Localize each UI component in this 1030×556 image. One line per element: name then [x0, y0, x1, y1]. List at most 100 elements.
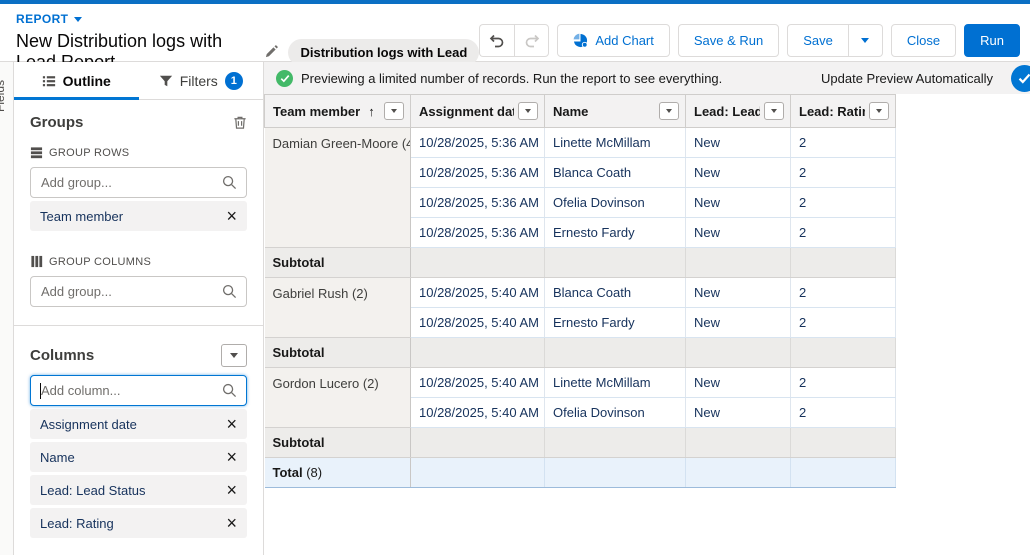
chevron-down-icon — [771, 109, 777, 113]
preview-table-wrap: Team member↑ Assignment date Name Lead: Lea… — [264, 94, 1030, 488]
tab-outline[interactable]: Outline — [14, 62, 139, 99]
subtotal-empty-cell — [686, 248, 791, 278]
columns-menu-button[interactable] — [221, 344, 247, 367]
remove-group-icon[interactable]: × — [226, 207, 237, 225]
data-cell[interactable]: New — [686, 398, 791, 428]
add-chart-button[interactable]: Add Chart — [557, 24, 670, 57]
data-cell[interactable]: 10/28/2025, 5:40 AM — [411, 308, 545, 338]
data-cell[interactable]: 2 — [791, 368, 896, 398]
chevron-down-icon — [74, 17, 82, 22]
row-group-chip[interactable]: Team member × — [30, 201, 247, 231]
data-cell[interactable]: 2 — [791, 188, 896, 218]
column-menu-button[interactable] — [518, 102, 538, 120]
data-cell[interactable]: Ofelia Dovinson — [545, 398, 686, 428]
data-cell[interactable]: New — [686, 128, 791, 158]
column-menu-button[interactable] — [384, 102, 404, 120]
column-header-label: Name — [553, 104, 588, 119]
column-menu-button[interactable] — [659, 102, 679, 120]
tab-filters[interactable]: Filters 1 — [139, 62, 264, 99]
remove-column-icon[interactable]: × — [226, 415, 237, 433]
column-header-label: Lead: Rating — [799, 104, 865, 119]
data-cell[interactable]: New — [686, 158, 791, 188]
close-button[interactable]: Close — [891, 24, 956, 57]
add-column-box — [30, 375, 247, 406]
redo-icon — [524, 33, 540, 49]
column-header[interactable]: Name — [545, 95, 686, 128]
remove-column-icon[interactable]: × — [226, 481, 237, 499]
data-cell[interactable]: 10/28/2025, 5:40 AM — [411, 368, 545, 398]
group-cell[interactable]: Gordon Lucero (2) — [265, 368, 411, 428]
undo-button[interactable] — [479, 24, 514, 57]
add-row-group-input[interactable] — [41, 175, 216, 190]
add-column-input[interactable] — [41, 383, 216, 398]
column-header[interactable]: Team member↑ — [265, 95, 411, 128]
report-header: REPORT New Distribution logs with Lead R… — [0, 4, 1030, 62]
column-chip[interactable]: Name × — [30, 442, 247, 472]
subtotal-empty-cell — [791, 248, 896, 278]
data-cell[interactable]: 10/28/2025, 5:36 AM — [411, 188, 545, 218]
text-caret — [40, 383, 41, 399]
search-icon — [222, 383, 237, 398]
run-button[interactable]: Run — [964, 24, 1020, 57]
data-cell[interactable]: New — [686, 368, 791, 398]
group-rows-label-row: GROUP ROWS — [30, 146, 247, 159]
data-cell[interactable]: 10/28/2025, 5:40 AM — [411, 278, 545, 308]
remove-all-groups-button[interactable] — [233, 115, 247, 130]
column-header-inner: Team member↑ — [273, 102, 404, 120]
data-cell[interactable]: New — [686, 188, 791, 218]
add-column-group-input[interactable] — [41, 284, 216, 299]
column-menu-button[interactable] — [764, 102, 784, 120]
add-column-group-box — [30, 276, 247, 307]
total-label: Total — [273, 465, 303, 480]
column-chip[interactable]: Lead: Lead Status × — [30, 475, 247, 505]
save-button[interactable]: Save — [787, 24, 849, 57]
header-row: Team member↑ Assignment date Name Lead: Lea… — [265, 95, 896, 128]
data-cell[interactable]: Blanca Coath — [545, 278, 686, 308]
group-cell[interactable]: Damian Green-Moore (4) — [265, 128, 411, 248]
object-switcher[interactable]: REPORT — [16, 12, 479, 26]
column-chip[interactable]: Lead: Rating × — [30, 508, 247, 538]
data-cell[interactable]: 2 — [791, 278, 896, 308]
total-row: Total (8) — [265, 458, 896, 488]
data-cell[interactable]: 10/28/2025, 5:36 AM — [411, 218, 545, 248]
column-menu-button[interactable] — [869, 102, 889, 120]
column-header-inner: Lead: Rating — [799, 102, 889, 120]
data-cell[interactable]: Ofelia Dovinson — [545, 188, 686, 218]
data-cell[interactable]: New — [686, 278, 791, 308]
column-header[interactable]: Lead: Rating — [791, 95, 896, 128]
edit-title-icon[interactable] — [264, 45, 278, 59]
column-chip[interactable]: Assignment date × — [30, 409, 247, 439]
data-cell[interactable]: 2 — [791, 128, 896, 158]
subtotal-row: Subtotal — [265, 338, 896, 368]
auto-update-checkbox[interactable] — [1011, 65, 1030, 92]
data-cell[interactable]: 2 — [791, 158, 896, 188]
save-menu-button[interactable] — [849, 24, 883, 57]
data-cell[interactable]: 2 — [791, 308, 896, 338]
data-cell[interactable]: New — [686, 308, 791, 338]
data-cell[interactable]: Blanca Coath — [545, 158, 686, 188]
data-cell[interactable]: Linette McMillam — [545, 128, 686, 158]
total-empty-cell — [411, 458, 545, 488]
data-cell[interactable]: Ernesto Fardy — [545, 308, 686, 338]
data-cell[interactable]: 10/28/2025, 5:40 AM — [411, 398, 545, 428]
preview-pane: Previewing a limited number of records. … — [264, 62, 1030, 555]
column-header[interactable]: Lead: Lead Status — [686, 95, 791, 128]
data-cell[interactable]: 2 — [791, 398, 896, 428]
fields-panel-collapsed[interactable]: Fields — [0, 62, 14, 555]
add-row-group-box — [30, 167, 247, 198]
column-header[interactable]: Assignment date — [411, 95, 545, 128]
redo-button[interactable] — [514, 24, 549, 57]
data-cell[interactable]: 10/28/2025, 5:36 AM — [411, 158, 545, 188]
outline-icon — [42, 74, 56, 88]
group-cell[interactable]: Gabriel Rush (2) — [265, 278, 411, 338]
data-cell[interactable]: Ernesto Fardy — [545, 218, 686, 248]
data-cell[interactable]: 2 — [791, 218, 896, 248]
data-cell[interactable]: Linette McMillam — [545, 368, 686, 398]
save-and-run-button[interactable]: Save & Run — [678, 24, 779, 57]
column-header-labelwrap: Lead: Lead Status — [694, 104, 760, 119]
data-cell[interactable]: New — [686, 218, 791, 248]
auto-update-label: Update Preview Automatically — [821, 71, 993, 86]
data-cell[interactable]: 10/28/2025, 5:36 AM — [411, 128, 545, 158]
remove-column-icon[interactable]: × — [226, 448, 237, 466]
remove-column-icon[interactable]: × — [226, 514, 237, 532]
